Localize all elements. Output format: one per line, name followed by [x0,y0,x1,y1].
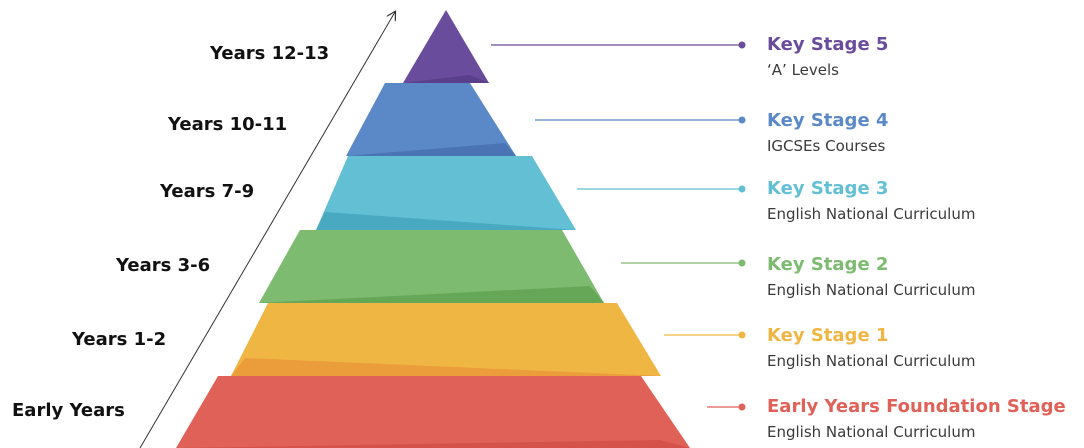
years-label-4: Years 1-2 [72,329,167,350]
stage-title-5: Early Years Foundation Stage [767,396,1066,417]
stage-title-4: Key Stage 1 [767,325,889,346]
pyramid-tier-2 [316,156,576,230]
pyramid-tier-0 [403,10,489,83]
connector-dot-5 [738,403,746,411]
years-label-1: Years 10-11 [168,114,288,135]
pyramid-tier-shade-3 [259,286,604,303]
stage-description-2: English National Curriculum [767,205,976,223]
pyramid-tier-shade-0 [403,75,489,83]
connector-dot-1 [738,116,746,124]
pyramid-tier-shade-2 [316,212,576,230]
pyramid-tier-4 [231,303,661,376]
stage-description-5: English National Curriculum [767,423,976,441]
stage-description-3: English National Curriculum [767,281,976,299]
connector-dot-0 [738,41,746,49]
stage-title-3: Key Stage 2 [767,254,889,275]
pyramid-tier-shade-1 [346,143,516,156]
stage-title-2: Key Stage 3 [767,178,889,199]
connector-dot-2 [738,185,746,193]
stage-description-0: ‘A’ Levels [767,61,839,79]
years-label-3: Years 3-6 [116,255,211,276]
pyramid-tier-3 [259,230,604,303]
pyramid-tier-1 [346,83,516,156]
stage-title-1: Key Stage 4 [767,110,889,131]
years-label-5: Early Years [12,400,125,421]
stage-title-0: Key Stage 5 [767,34,889,55]
years-label-0: Years 12-13 [210,43,330,64]
stage-description-4: English National Curriculum [767,352,976,370]
connector-dot-3 [738,259,746,267]
pyramid-tier-5 [176,376,690,448]
pyramid-tier-shade-5 [176,440,690,448]
years-label-2: Years 7-9 [160,181,255,202]
stage-description-1: IGCSEs Courses [767,137,886,155]
progression-arrow [139,12,395,448]
pyramid-tier-shade-4 [231,358,661,376]
connector-dot-4 [738,331,746,339]
